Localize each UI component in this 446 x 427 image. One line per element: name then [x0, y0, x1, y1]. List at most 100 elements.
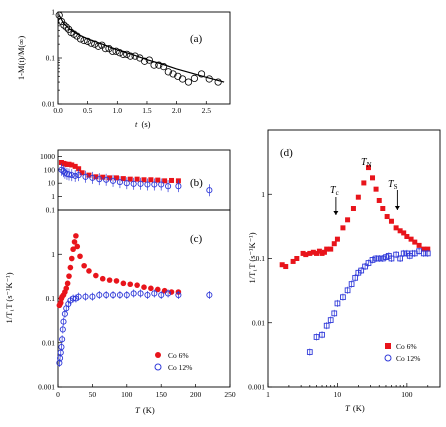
c-co12-point	[59, 326, 66, 333]
a-xtick-label: 1.5	[142, 106, 152, 115]
b-co6-point	[120, 176, 126, 182]
c-xtick-label: 0	[56, 390, 60, 399]
d-co6-point	[294, 256, 300, 261]
b-co6-point	[127, 176, 133, 182]
legend-co12-label: Co 12%	[168, 363, 192, 372]
c-co12-point	[96, 291, 103, 299]
c-co6-point	[120, 280, 127, 287]
d-co6-point	[310, 249, 316, 255]
d-co12-point	[352, 274, 359, 281]
c-co6-point	[68, 255, 75, 262]
c-co12-point	[60, 318, 67, 325]
panel-d-arrows	[333, 190, 400, 215]
c-co6-point	[99, 275, 106, 282]
d-co6-point	[380, 206, 386, 212]
b-co6-point	[141, 177, 147, 183]
c-co12-point	[206, 291, 213, 299]
d-co6-point	[350, 206, 356, 212]
panel-d-y-ticks: 0.001 0.01 0.1 1	[248, 190, 272, 392]
b-co12-point	[72, 172, 79, 179]
b-co6-point	[134, 176, 140, 182]
c-co6-point	[86, 268, 92, 274]
a-data-point	[169, 70, 177, 78]
c-co6-point	[127, 281, 134, 288]
a-data-point	[140, 57, 149, 65]
d-co6-point	[300, 250, 306, 256]
b-co6-point	[76, 166, 82, 172]
panel-d-legend: Co 6% Co 12%	[384, 342, 420, 363]
a-data-point	[197, 70, 206, 78]
c-co12-point	[61, 310, 68, 317]
b-co6-point	[69, 162, 75, 168]
d-co6-point	[283, 264, 289, 270]
c-co12-point	[59, 336, 66, 343]
legend-d-co6-label: Co 6%	[396, 342, 417, 351]
b-co6-point	[72, 163, 78, 169]
b-ytick-label: 1	[51, 192, 55, 201]
c-co6-point	[70, 246, 76, 253]
b-co12-point	[116, 179, 123, 186]
d-co6-point	[425, 246, 431, 252]
c-co12-point	[103, 291, 110, 299]
annotation-Tc-sub: c	[336, 189, 339, 197]
a-data-point	[116, 49, 124, 57]
panel-a-xlabel-var: t	[135, 119, 138, 129]
c-ytick-label: 0.01	[42, 338, 55, 347]
b-co12-point	[89, 174, 96, 181]
b-co6-point	[79, 170, 85, 176]
d-co12-point	[334, 300, 341, 307]
panel-d-x-ticks: 1 10 100	[266, 383, 429, 399]
d-co6-point	[397, 228, 403, 234]
c-co6-point	[63, 285, 70, 292]
b-ytick-label: 10	[48, 179, 56, 188]
d-co12-point	[379, 255, 386, 262]
d-co6-point	[307, 250, 313, 256]
c-co12-point	[82, 293, 89, 300]
panel-c-series	[56, 233, 213, 367]
c-xtick-label: 200	[190, 390, 202, 399]
panel-d-xlabel-unit: (K)	[353, 403, 365, 413]
c-co6-point	[113, 278, 120, 284]
b-co6-point	[100, 174, 106, 180]
d-co12-point	[340, 294, 346, 301]
b-co6-point	[162, 178, 168, 184]
panel-a-x-ticks: 0.0 0.5 1.0 1.5 2.0 2.5	[53, 101, 211, 115]
a-fit-line	[58, 14, 225, 83]
annotation-TN-sub: N	[367, 161, 372, 169]
d-ytick-label: 0.1	[256, 254, 266, 263]
d-co6-point	[340, 225, 346, 231]
c-co6-point	[93, 272, 99, 279]
c-co12-point	[116, 291, 123, 299]
c-co6-point	[67, 264, 74, 271]
panel-b-series	[58, 160, 213, 197]
b-co12-point	[158, 181, 165, 188]
c-co12-point	[144, 291, 151, 299]
d-co12-point	[393, 251, 399, 258]
panel-d-label: (d)	[280, 147, 293, 159]
d-xtick-label: 1	[266, 390, 270, 399]
b-co12-point	[68, 172, 75, 179]
panel-b-label: (b)	[190, 177, 203, 189]
b-co12-point	[144, 181, 151, 188]
b-co12-point	[206, 187, 213, 194]
d-co12-point	[358, 267, 365, 274]
d-co6-point	[303, 252, 309, 258]
d-co12-point	[365, 260, 372, 266]
d-co6-point	[355, 194, 361, 200]
a-data-point	[164, 68, 172, 76]
c-xtick-label: 50	[89, 390, 97, 399]
a-xtick-label: 0.0	[53, 106, 63, 115]
panel-d-series	[279, 165, 431, 356]
b-co12-point	[137, 180, 144, 187]
legend-co6-marker	[155, 352, 161, 358]
annotation-TS: TS	[388, 179, 398, 191]
d-co12-point	[373, 255, 379, 262]
a-xtick-label: 2.0	[172, 106, 182, 115]
d-xtick-label: 100	[401, 390, 413, 399]
d-co12-point	[424, 250, 431, 257]
d-co12-point	[323, 322, 330, 329]
c-co12-point	[151, 290, 158, 297]
annotation-TS-main: T	[388, 179, 395, 190]
d-co12-point	[420, 250, 427, 257]
c-co6-point	[57, 299, 64, 306]
